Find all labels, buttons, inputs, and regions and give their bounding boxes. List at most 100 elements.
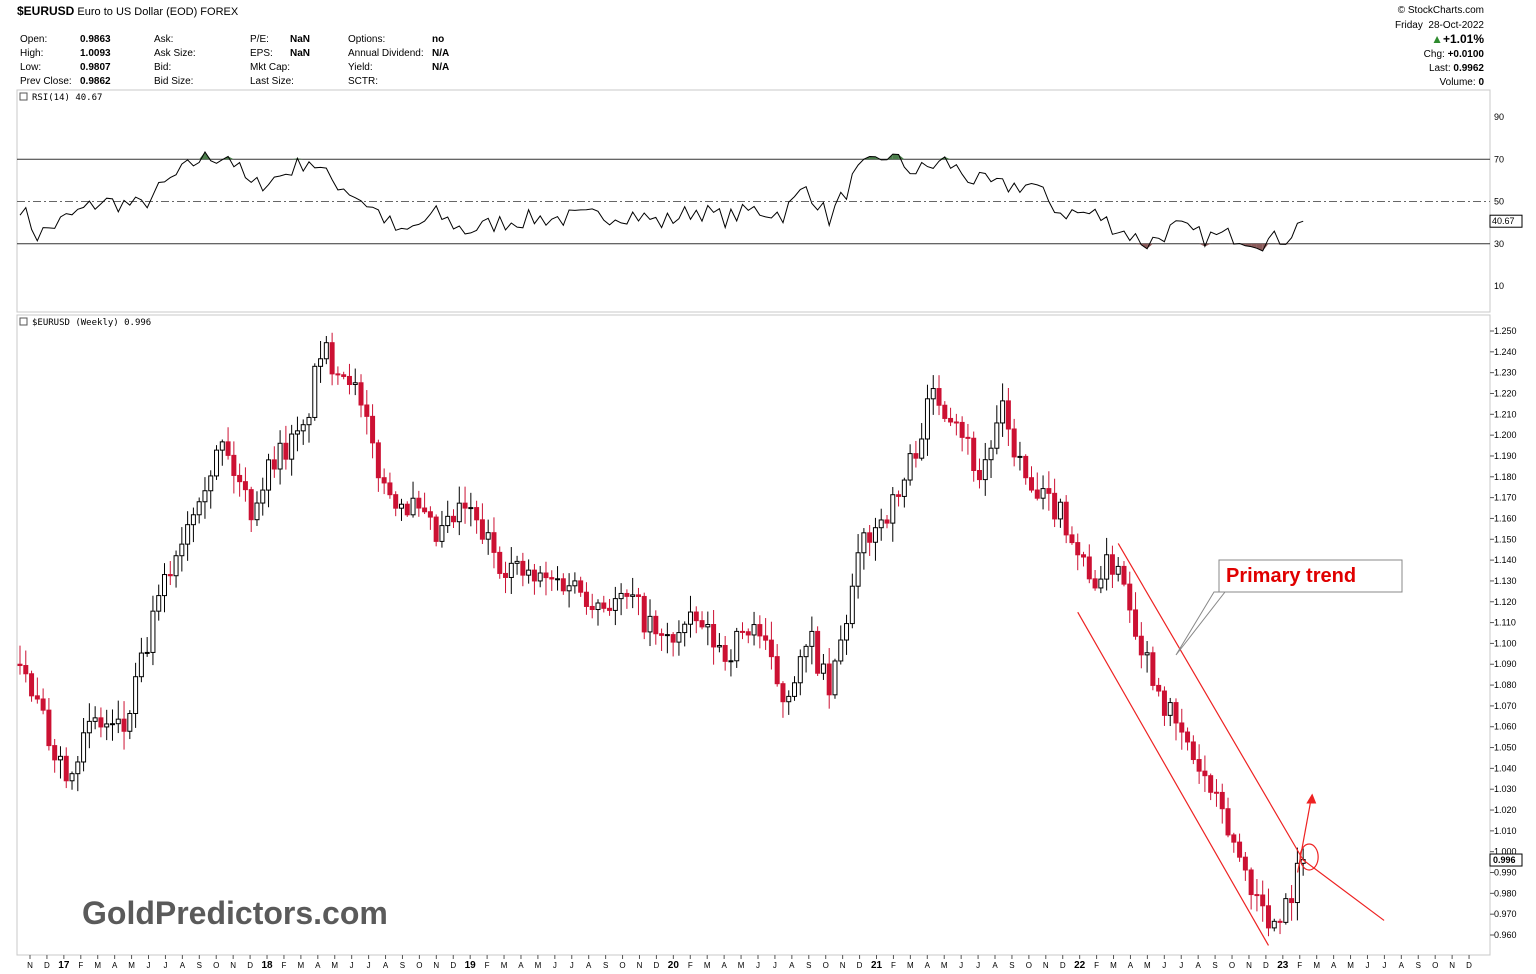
axes: 1.250 1.240 1.230 1.220 1.210 1.200 1.190 1.180… [27,112,1523,971]
candle-body [312,365,318,418]
candle-body [231,454,237,476]
header-col1-row: Open: 0.9863 [20,33,111,47]
header-field-value: N/A [432,48,450,59]
header-col2-row: Bid Size: [154,75,210,89]
candle-body [1294,862,1300,904]
x-tick-label: D [1466,961,1472,970]
candle-body [92,717,98,722]
volume-line: Volume: 0 [1324,76,1484,90]
header-col4-row: Options: no [348,33,449,47]
candle-body [953,421,959,424]
candle-body [75,761,81,775]
candle-body [173,555,179,577]
header-col4-row: SCTR: [348,75,449,89]
rsi-current-label: 40.67 [1492,216,1515,226]
candle-body [832,660,838,696]
x-tick-label: M [298,961,305,970]
candle-body [1248,869,1254,896]
candle-body [497,551,503,574]
price-tick-label: 1.000 [1494,847,1517,857]
symbol-description: Euro to US Dollar (EOD) [77,6,198,18]
header-field-label: Options: [348,34,386,45]
candle-body [156,595,162,612]
x-tick-label: D [654,961,660,970]
x-tick-label: 20 [668,960,680,971]
candle-body [485,532,491,540]
candle-body [456,502,462,523]
x-tick-label: N [1449,961,1455,970]
chg-value: +0.0100 [1447,49,1484,60]
candle-body [1219,791,1225,810]
price-tick-label: 1.130 [1494,576,1517,586]
x-tick-label: M [941,961,948,970]
price-tick-label: 1.240 [1494,347,1517,357]
price-tick-label: 1.160 [1494,513,1517,523]
candle-body [907,453,913,481]
candle-body [358,382,364,406]
trend-channel-upper [1117,543,1385,921]
candle-body [1127,583,1133,611]
header-field-value: N/A [432,62,450,73]
candle-body [849,585,855,625]
x-tick-label: J [553,961,557,970]
rsi-panel [17,151,1490,252]
x-tick-label: N [1043,961,1049,970]
header-field-value: NaN [290,34,311,45]
candle-body [872,527,878,543]
rsi-line [19,151,1304,252]
header-col1-row: Prev Close: 0.9862 [20,75,111,89]
header-col2-row: Ask Size: [154,47,210,61]
candle-body [1121,565,1127,585]
last-line: Last: 0.9962 [1324,62,1484,76]
candle-body [1271,920,1277,929]
header-col1: Open: 0.9863 High: 1.0093 Low: 0.9807 Prev Clo… [20,33,111,89]
candle-body [29,673,35,697]
candle-body [283,442,289,460]
candle-body [1254,894,1260,897]
candle-body [23,665,29,675]
candle-body [734,630,740,662]
candle-body [855,552,861,587]
header-col3: P/E: NaN EPS: NaN Mkt Cap: Last Size: [250,33,310,89]
x-tick-label: O [823,961,829,970]
rsi-oversold-fill [1204,243,1211,247]
rsi-current-box [1489,214,1523,228]
candle-body [844,623,850,641]
price-legend-swatch [19,317,28,326]
candle-body [289,433,295,460]
candle-body [815,630,821,674]
candle-body [1260,894,1266,907]
candle-body [1000,400,1006,424]
x-tick-label: A [518,961,524,970]
price-tick-label: 1.180 [1494,472,1517,482]
x-tick-label: O [619,961,625,970]
candle-body [1208,775,1214,793]
x-tick-label: S [400,961,405,970]
x-tick-label: N [230,961,236,970]
candle-body [98,717,104,728]
exchange-label: FOREX [200,6,239,18]
candle-body [104,723,110,728]
candle-body [1023,455,1029,479]
candle-body [676,632,682,643]
candle-body [618,592,624,600]
candle-body [242,481,248,491]
candle-body [266,459,272,491]
x-tick-label: O [1229,961,1235,970]
candle-body [1133,609,1139,637]
rsi-overbought-fill [297,158,304,160]
price-tick-label: 1.060 [1494,722,1517,732]
header-col2: Ask: Ask Size: Bid: Bid Size: [154,33,210,89]
candle-body [861,532,867,554]
candle-body [1063,501,1069,536]
x-tick-label: J [1179,961,1183,970]
header-col2-row: Bid: [154,61,210,75]
rsi-tick-label: 10 [1494,281,1504,291]
candle-body [1196,759,1202,772]
rsi-overbought-fill [869,156,876,160]
x-tick-label: N [637,961,643,970]
header-col4: Options: no Annual Dividend: N/A Yield: N/A SC… [348,33,449,89]
candle-body [185,524,191,545]
candle-body [1242,856,1248,871]
